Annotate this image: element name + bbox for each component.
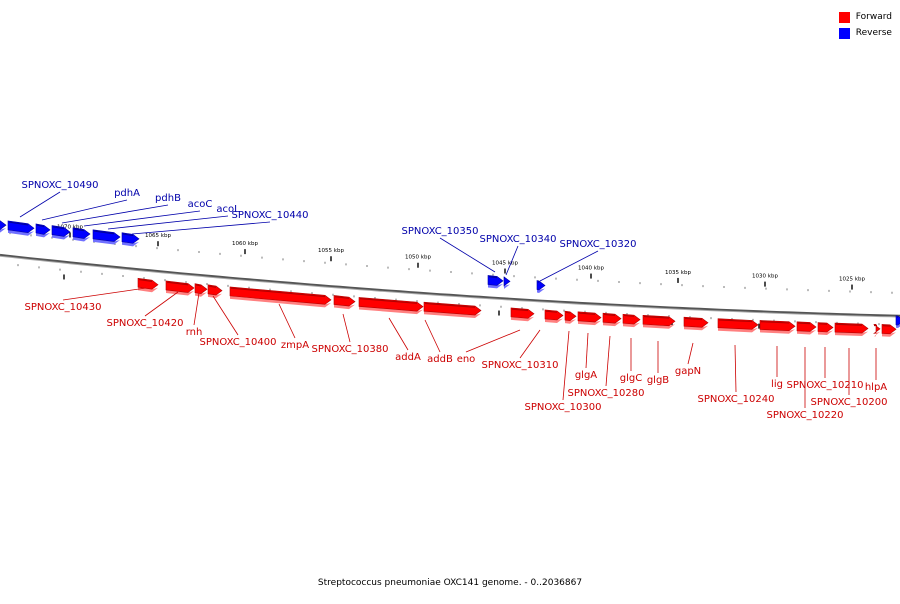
reverse-leader [42, 200, 127, 220]
genome-caption: Streptococcus pneumoniae OXC141 genome. … [0, 578, 900, 588]
forward-gene-label-zmpa: zmpA [281, 340, 309, 351]
forward-gene-label-spnoxc-10210: SPNOXC_10210 [786, 380, 863, 391]
forward-leader [145, 292, 178, 316]
forward-gene-label-eno: eno [457, 354, 476, 365]
forward-gene-label-spnoxc-10430: SPNOXC_10430 [24, 302, 101, 313]
tick-label: 1055 kbp [318, 248, 344, 254]
legend-reverse-swatch [839, 28, 850, 39]
forward-gene-label-spnoxc-10200: SPNOXC_10200 [810, 397, 887, 408]
forward-gene-label-lig: lig [771, 379, 783, 390]
reverse-gene-label-spnoxc-10350: SPNOXC_10350 [401, 226, 478, 237]
forward-leader [279, 304, 295, 338]
legend-forward-swatch [839, 12, 850, 23]
forward-leader [520, 330, 540, 358]
legend: Forward Reverse [839, 9, 892, 41]
legend-forward: Forward [839, 9, 892, 25]
reverse-gene-label-spnoxc-10490: SPNOXC_10490 [21, 180, 98, 191]
tick-label: 1050 kbp [405, 255, 431, 261]
tick-label: 1045 kbp [492, 261, 518, 267]
forward-gene-label-spnoxc-10300: SPNOXC_10300 [524, 402, 601, 413]
forward-leader [466, 330, 520, 352]
forward-gene-label-spnoxc-10240: SPNOXC_10240 [697, 394, 774, 405]
forward-gene-label-spnoxc-10220: SPNOXC_10220 [766, 410, 843, 421]
forward-gene-label-spnoxc-10400: SPNOXC_10400 [199, 337, 276, 348]
forward-leader [586, 333, 588, 368]
reverse-gene-label-pdha: pdhA [114, 188, 140, 199]
forward-leader [343, 314, 350, 342]
legend-reverse: Reverse [839, 25, 892, 41]
reverse-gene-label-pdhb: pdhB [155, 193, 181, 204]
forward-leader [63, 288, 146, 300]
forward-gene-label-spnoxc-10380: SPNOXC_10380 [311, 344, 388, 355]
reverse-gene-arrow [0, 219, 6, 229]
reverse-leader [62, 205, 168, 223]
forward-gene-arrow-edge [566, 312, 570, 313]
forward-gene-label-gapn: gapN [675, 366, 701, 377]
reverse-leader [84, 211, 200, 226]
forward-gene-label-glga: glgA [575, 370, 597, 381]
reverse-gene-label-spnoxc-10440: SPNOXC_10440 [231, 210, 308, 221]
legend-reverse-label: Reverse [856, 28, 892, 38]
forward-gene-label-glgb: glgB [647, 375, 669, 386]
forward-leader [688, 343, 693, 364]
tick-label: 1035 kbp [665, 270, 691, 276]
tick-label: 1065 kbp [145, 233, 171, 239]
forward-leader [425, 320, 440, 352]
forward-leader [389, 318, 408, 350]
forward-leader [735, 345, 736, 392]
forward-gene-label-spnoxc-10420: SPNOXC_10420 [106, 318, 183, 329]
forward-gene-label-adda: addA [395, 352, 421, 363]
reverse-leader [20, 192, 60, 217]
reverse-gene-label-spnoxc-10340: SPNOXC_10340 [479, 234, 556, 245]
reverse-gene-label-spnoxc-10320: SPNOXC_10320 [559, 239, 636, 250]
tick-label: 1040 kbp [578, 266, 604, 272]
forward-gene-label-hlpa: hlpA [865, 382, 887, 393]
tick-label: 1030 kbp [752, 274, 778, 280]
forward-gene-label-spnoxc-10280: SPNOXC_10280 [567, 388, 644, 399]
forward-gene-arrow-edge [798, 323, 810, 324]
legend-forward-label: Forward [856, 12, 892, 22]
forward-gene-label-spnoxc-10310: SPNOXC_10310 [481, 360, 558, 371]
forward-gene-label-glgc: glgC [620, 373, 642, 384]
tick-label: 1060 kbp [232, 241, 258, 247]
reverse-gene-label-acoc: acoC [188, 199, 213, 210]
tick-label: 1025 kbp [839, 277, 865, 283]
forward-leader [194, 293, 199, 325]
forward-leader [213, 296, 238, 335]
forward-leader [606, 336, 610, 386]
forward-gene-label-addb: addB [427, 354, 453, 365]
